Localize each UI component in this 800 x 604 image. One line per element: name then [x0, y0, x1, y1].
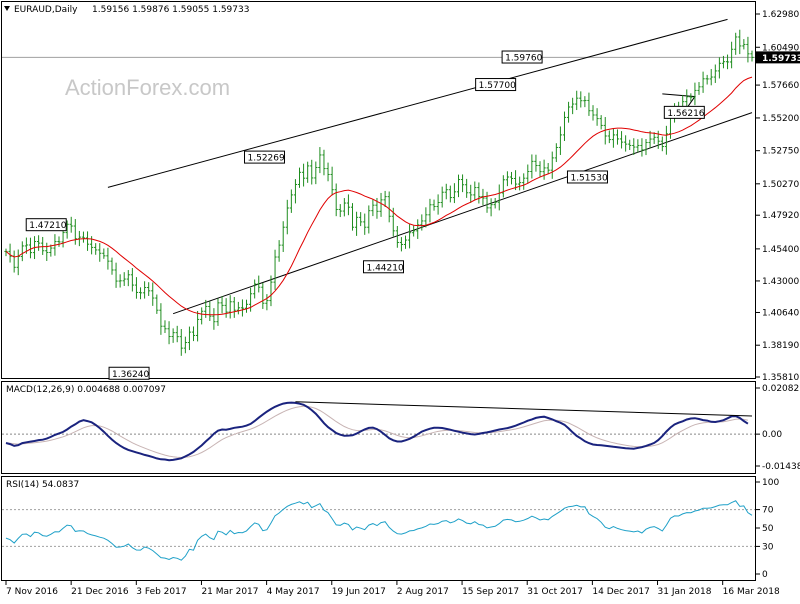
price-panel-frame [1, 1, 756, 379]
callout-dec-low-box [566, 170, 608, 184]
rsi-tick-label: 0 [762, 570, 768, 580]
x-tick-label: 21 Mar 2017 [201, 587, 258, 597]
watermark: ActionForex.com [65, 75, 230, 100]
callout-jan-low: 1.56216 [663, 105, 705, 119]
price-tick-label: 1.52750 [762, 147, 799, 157]
callout-jul-low-label: 1.44210 [366, 263, 403, 273]
macd-divergence-line [295, 401, 753, 417]
macd-panel: 0.020827 0.00 -0.014386 [2, 384, 800, 472]
symbol-timeframe: EURAUD,Daily [14, 5, 78, 15]
x-axis: 7 Nov 2016 21 Dec 2016 3 Feb 2017 21 Mar 20… [5, 581, 780, 597]
callout-may-high-box [244, 150, 286, 164]
x-tick-label: 21 Dec 2016 [71, 587, 129, 597]
callout-jul-low: 1.44210 [362, 260, 404, 274]
macd-tick-label: -0.014386 [762, 462, 800, 472]
callout-oct-high-label: 1.57700 [479, 81, 516, 91]
callout-oct-high: 1.57700 [475, 78, 517, 92]
callout-feb-low-label: 1.36240 [112, 370, 149, 380]
price-tick-label: 1.35810 [762, 373, 799, 383]
callout-dec2016-high-box [25, 218, 67, 232]
ma-line [5, 76, 753, 316]
price-tick-label: 1.47920 [762, 211, 799, 221]
callout-dec-low: 1.51530 [566, 170, 608, 184]
callout-may-high-label: 1.52269 [248, 154, 285, 164]
callout-jan-low-box [663, 105, 705, 119]
x-tick-label: 15 Sep 2017 [462, 587, 519, 597]
x-tick-label: 7 Nov 2016 [6, 587, 58, 597]
rsi-tick-label: 30 [762, 542, 774, 552]
price-axis: 1.62980 1.60490 1.57660 1.55200 1.52750 1.502… [756, 10, 800, 383]
macd-header: MACD(12,26,9) 0.004688 0.007097 [6, 385, 166, 395]
collapse-triangle-icon[interactable] [4, 6, 10, 11]
rsi-panel-frame [1, 476, 756, 581]
price-tick-label: 1.50270 [762, 180, 799, 190]
ohlc-values: 1.59156 1.59876 1.59055 1.59733 [92, 5, 249, 15]
callout-jan-low-label: 1.56216 [667, 109, 704, 119]
panel-frames [1, 1, 756, 581]
price-tick-label: 1.38190 [762, 341, 799, 351]
x-tick-label: 3 Feb 2017 [136, 587, 186, 597]
price-tick-label: 1.62980 [762, 10, 799, 20]
x-tick-label: 16 Mar 2018 [723, 587, 780, 597]
macd-panel-frame [1, 381, 756, 474]
callout-jul-low-box [362, 260, 404, 274]
callout-prior-high-box [501, 50, 543, 64]
callout-may-high: 1.52269 [244, 150, 286, 164]
callout-feb-low-box [108, 366, 150, 380]
x-tick-label: 2 Aug 2017 [397, 587, 449, 597]
callout-dec-low-label: 1.51530 [570, 173, 607, 183]
candles [4, 29, 754, 356]
price-tick-label: 1.60490 [762, 43, 799, 53]
price-tick-label: 1.40640 [762, 308, 799, 318]
callout-dec2016-high-label: 1.47210 [29, 221, 66, 231]
rsi-tick-label: 50 [762, 524, 774, 534]
macd-tick-label: 0.020827 [762, 384, 800, 394]
price-tick-label: 1.45400 [762, 245, 799, 255]
callout-dec2016-high: 1.47210 [25, 218, 67, 232]
rsi-line [5, 500, 753, 561]
price-tick-label: 1.55200 [762, 114, 799, 124]
x-tick-label: 4 May 2017 [267, 587, 320, 597]
x-tick-label: 31 Oct 2017 [527, 587, 583, 597]
macd-line [5, 401, 749, 462]
x-tick-label: 31 Jan 2018 [658, 587, 712, 597]
rsi-tick-label: 100 [762, 478, 779, 488]
x-tick-label: 14 Dec 2017 [592, 587, 650, 597]
macd-tick-label: 0.00 [762, 430, 782, 440]
lower-channel-line [172, 112, 753, 315]
price-callouts: 1.59760 1.57700 1.56216 1.52269 1.51530 1.472… [25, 50, 705, 380]
upper-channel-line [107, 18, 728, 188]
current-price-tag [756, 51, 800, 64]
callout-feb-low: 1.36240 [108, 366, 150, 380]
rsi-tick-label: 70 [762, 506, 774, 516]
rsi-header: RSI(14) 54.0837 [6, 480, 79, 490]
x-tick-label: 19 Jun 2017 [332, 587, 386, 597]
callout-prior-high-label: 1.59760 [505, 54, 542, 64]
price-tick-label: 1.57660 [762, 81, 799, 91]
moving-average [5, 76, 753, 316]
callout-prior-high: 1.59760 [501, 50, 543, 64]
rsi-panel: 100 70 50 30 0 [2, 478, 779, 580]
callout-oct-high-box [475, 78, 517, 92]
price-header: EURAUD,Daily 1.59156 1.59876 1.59055 1.5… [4, 5, 249, 15]
current-price-label: 1.59733 [762, 54, 800, 64]
price-tick-label: 1.43000 [762, 277, 799, 287]
